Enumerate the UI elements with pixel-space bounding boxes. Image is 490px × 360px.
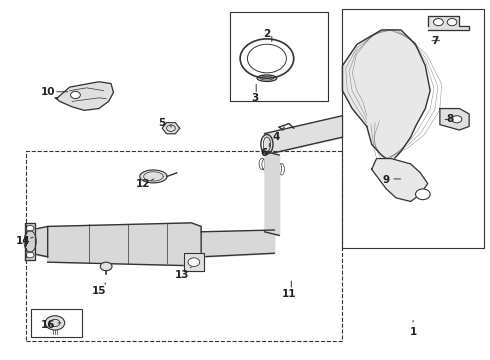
Text: 12: 12 [135, 179, 150, 189]
Circle shape [434, 18, 443, 26]
Polygon shape [372, 158, 428, 202]
Circle shape [45, 316, 65, 330]
Circle shape [447, 18, 457, 26]
Polygon shape [343, 30, 430, 162]
Polygon shape [428, 16, 469, 30]
Text: 11: 11 [282, 289, 296, 299]
Bar [343, 9, 484, 248]
Circle shape [188, 258, 200, 266]
Bar [30, 309, 82, 337]
Text: 10: 10 [40, 87, 55, 98]
Circle shape [452, 116, 462, 123]
Text: 2: 2 [263, 28, 270, 39]
Circle shape [71, 91, 80, 99]
Polygon shape [162, 123, 180, 134]
Bar [26, 152, 343, 341]
Text: 9: 9 [383, 175, 390, 185]
Polygon shape [48, 223, 201, 266]
Circle shape [26, 252, 34, 258]
Text: 6: 6 [261, 148, 268, 158]
Text: 16: 16 [40, 320, 55, 330]
Circle shape [26, 225, 34, 231]
Polygon shape [184, 253, 203, 271]
Polygon shape [140, 170, 167, 183]
Polygon shape [55, 82, 114, 111]
Bar [230, 12, 328, 102]
Text: 14: 14 [16, 236, 31, 246]
Text: 7: 7 [431, 36, 439, 46]
Text: 8: 8 [446, 114, 453, 124]
Text: 1: 1 [410, 327, 416, 337]
Text: 4: 4 [273, 132, 280, 142]
Text: 3: 3 [251, 93, 258, 103]
Circle shape [416, 189, 430, 200]
Text: 5: 5 [159, 118, 166, 128]
Polygon shape [25, 223, 35, 260]
Text: 15: 15 [92, 286, 106, 296]
Polygon shape [440, 109, 469, 130]
Text: 13: 13 [174, 270, 189, 280]
Circle shape [100, 262, 112, 271]
